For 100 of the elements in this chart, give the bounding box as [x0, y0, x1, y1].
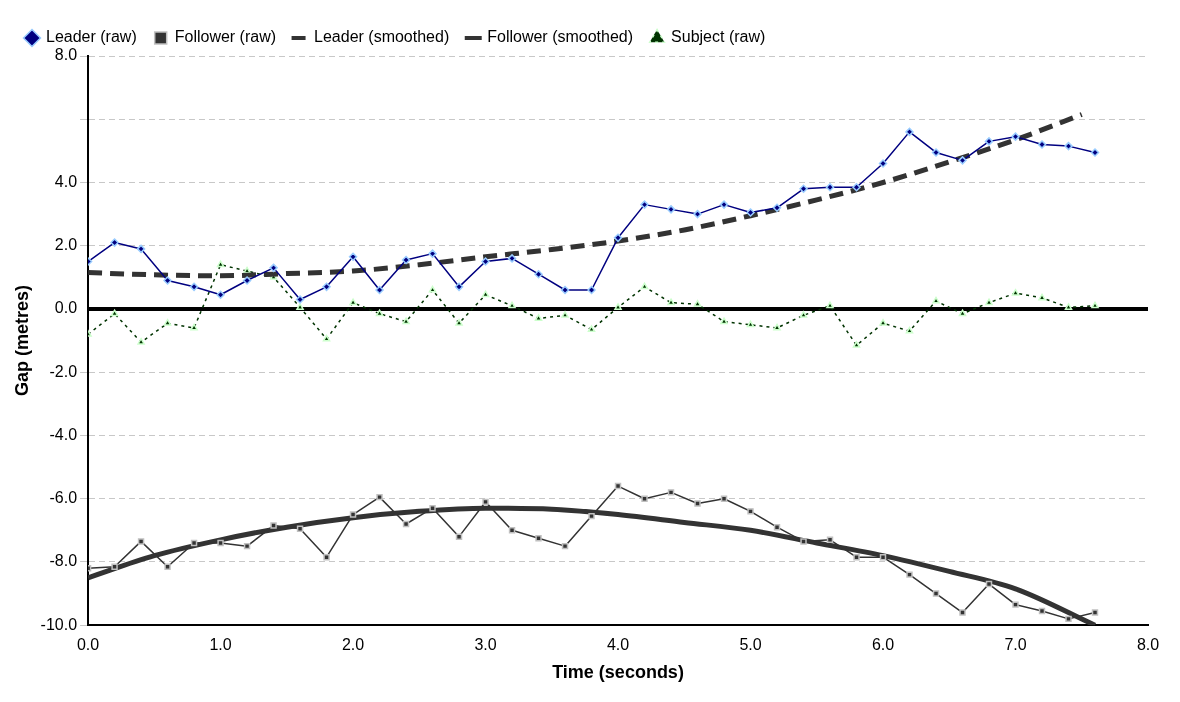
point — [1012, 601, 1019, 608]
point — [429, 504, 436, 512]
point — [667, 298, 675, 306]
point — [1038, 607, 1046, 615]
point — [401, 255, 411, 265]
point — [189, 282, 199, 292]
point — [640, 282, 649, 290]
point — [984, 137, 994, 146]
x-tick-label: 8.0 — [1136, 636, 1160, 654]
point — [296, 525, 304, 532]
point — [878, 159, 888, 168]
x-tick-label: 3.0 — [474, 636, 497, 654]
point — [270, 522, 277, 529]
point — [296, 303, 304, 310]
point — [163, 318, 172, 326]
point — [481, 257, 490, 266]
point — [508, 301, 516, 309]
point — [561, 542, 569, 550]
point — [322, 282, 331, 292]
point — [428, 249, 437, 258]
point — [481, 290, 490, 298]
point — [693, 209, 702, 219]
point — [322, 334, 331, 342]
y-tick-label: 2.0 — [54, 236, 78, 254]
point — [243, 266, 251, 274]
point — [402, 520, 410, 528]
point — [242, 276, 252, 285]
point — [323, 553, 330, 561]
point — [931, 148, 941, 157]
point — [136, 244, 146, 254]
point — [1091, 301, 1099, 309]
point — [535, 535, 542, 542]
point — [587, 325, 596, 333]
legend-label: Follower (smoothed) — [487, 28, 634, 46]
y-tick-label: 0.0 — [54, 299, 78, 317]
point — [826, 301, 834, 309]
point — [800, 538, 807, 545]
point — [720, 317, 728, 325]
point — [959, 609, 966, 616]
point — [1011, 132, 1020, 141]
point — [455, 533, 463, 540]
y-tick-label: -4.0 — [49, 425, 78, 443]
point — [641, 495, 648, 502]
point — [482, 498, 489, 506]
legend-label: Leader (smoothed) — [314, 28, 450, 46]
point — [534, 269, 543, 279]
point — [1038, 293, 1046, 301]
point — [1091, 609, 1099, 616]
point — [825, 182, 835, 192]
point — [190, 539, 198, 547]
point — [507, 254, 517, 263]
point — [163, 276, 172, 285]
point — [985, 298, 993, 306]
point — [164, 563, 171, 570]
point — [694, 500, 701, 507]
point — [799, 184, 808, 194]
point — [852, 182, 861, 192]
point — [932, 590, 940, 597]
point — [110, 238, 119, 247]
point — [879, 553, 887, 561]
x-axis-title: Time (seconds) — [552, 662, 684, 683]
point — [349, 511, 357, 518]
point — [375, 309, 384, 317]
point — [137, 337, 145, 345]
point — [1037, 140, 1047, 149]
y-tick-label: 8.0 — [54, 46, 78, 64]
point — [693, 299, 702, 307]
point — [666, 205, 676, 214]
y-tick-label: -6.0 — [49, 489, 78, 507]
point — [561, 311, 569, 318]
point — [773, 323, 781, 331]
point — [455, 318, 463, 326]
point — [958, 156, 967, 165]
point — [747, 508, 754, 515]
x-tick-label: 1.0 — [209, 636, 232, 654]
point — [1064, 141, 1073, 151]
point — [667, 489, 675, 496]
point — [295, 295, 305, 304]
point — [640, 200, 649, 209]
point — [560, 285, 570, 295]
point — [746, 320, 755, 328]
point — [614, 303, 622, 310]
x-tick-label: 2.0 — [341, 636, 365, 654]
y-axis-title: Gap (metres) — [11, 285, 32, 397]
point — [720, 495, 728, 502]
point — [376, 493, 383, 501]
point — [1090, 148, 1100, 157]
legend-label: Follower (raw) — [174, 28, 277, 46]
point — [269, 263, 278, 273]
point — [905, 127, 914, 137]
y-tick-label: -8.0 — [49, 552, 78, 570]
point — [772, 203, 782, 213]
point — [349, 298, 357, 306]
point — [454, 282, 464, 292]
point — [588, 512, 595, 520]
point — [985, 580, 993, 588]
y-tick-label: -2.0 — [49, 362, 78, 380]
point — [375, 285, 384, 295]
point — [216, 290, 225, 299]
point — [719, 200, 729, 209]
